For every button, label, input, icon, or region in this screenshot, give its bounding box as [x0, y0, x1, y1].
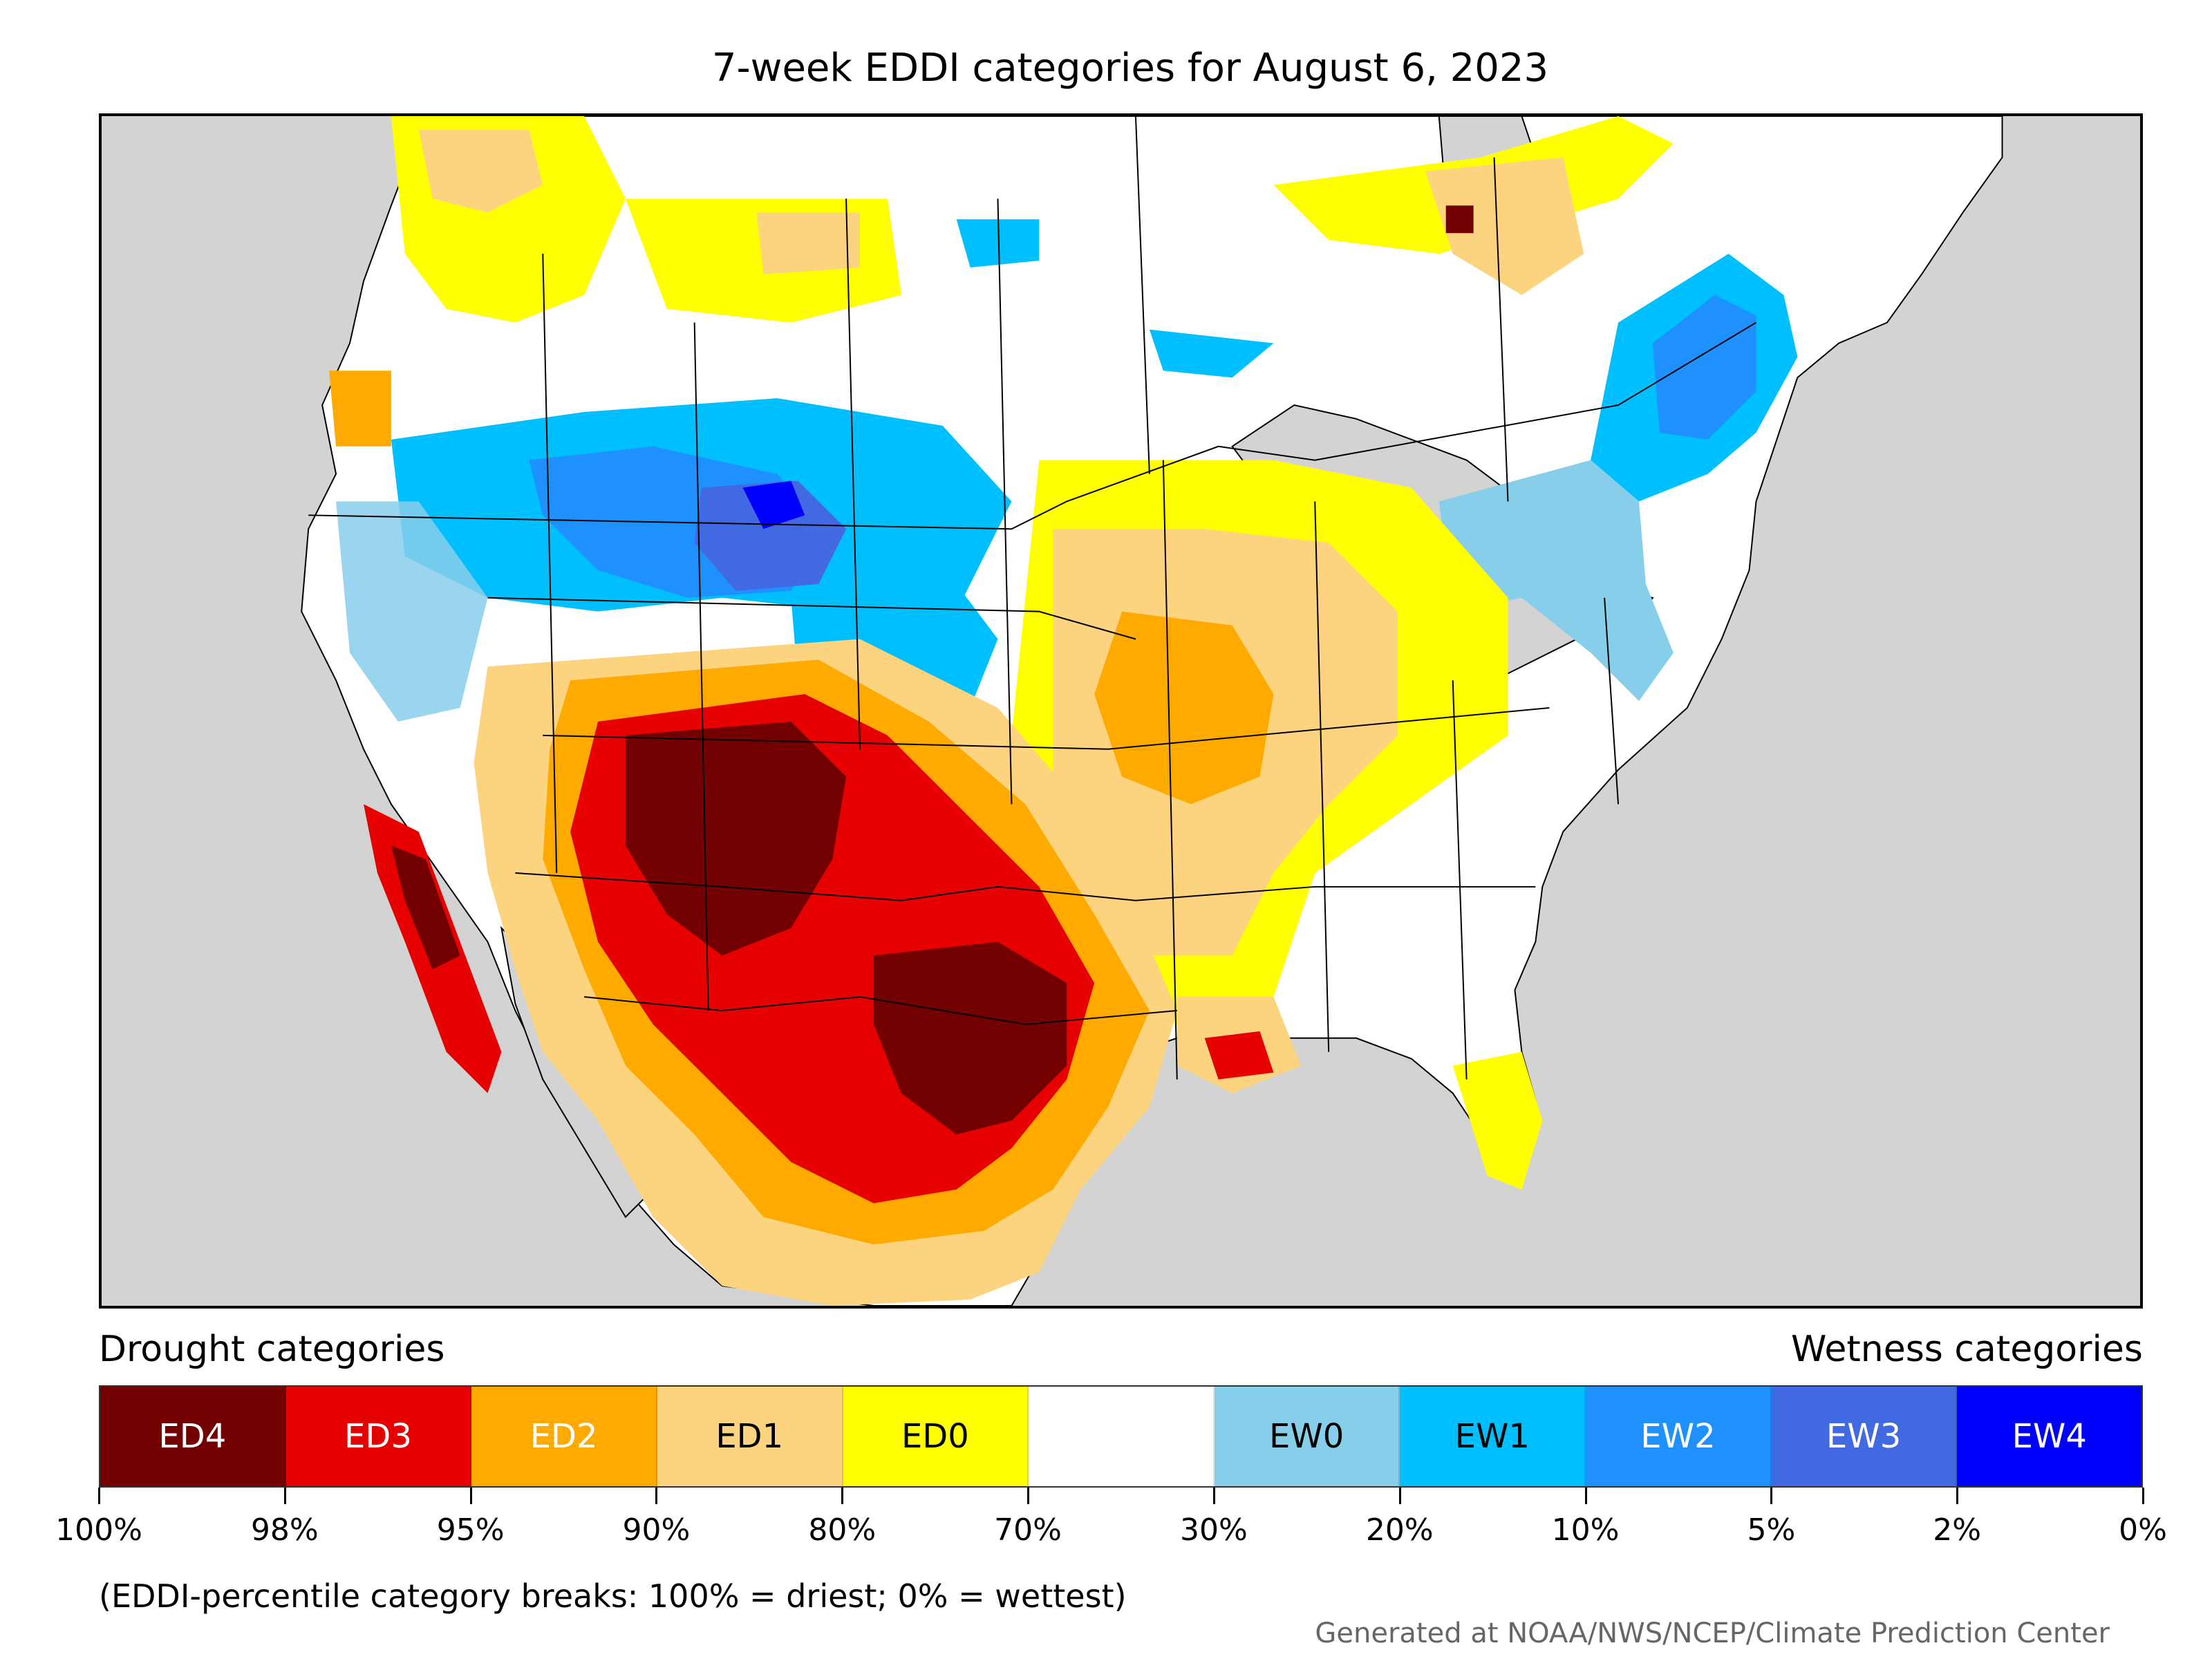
region-ed2-oregon [329, 371, 391, 447]
region-ed4-baja [391, 845, 460, 970]
region-ed1-prairies [756, 212, 861, 274]
colorbar-cell-ed2: ED2 [471, 1387, 657, 1486]
colorbar-cell-ew0: EW0 [1214, 1387, 1400, 1486]
colorbar-legend: ED4 ED3 ED2 ED1 ED0 EW0 EW1 EW2 EW3 EW4 [99, 1385, 2143, 1488]
colorbar-tick [283, 1488, 286, 1504]
colorbar-tick-label: 98% [250, 1512, 319, 1548]
colorbar-cell-ew2: EW2 [1586, 1387, 1772, 1486]
region-ed2-midwest [1094, 611, 1274, 805]
chart-title: 7-week EDDI categories for August 6, 202… [711, 46, 1549, 91]
region-ed4-texas [873, 941, 1067, 1135]
colorbar-ticks [98, 1488, 2144, 1504]
colorbar-tick [1398, 1488, 1401, 1504]
colorbar-cell-ed0: ED0 [843, 1387, 1029, 1486]
eddi-map [99, 113, 2143, 1309]
colorbar-tick-label: 90% [622, 1512, 691, 1548]
region-ew3-wyoming [694, 480, 847, 591]
colorbar-cell-ew4: EW4 [1957, 1387, 2142, 1486]
colorbar-tick-label: 5% [1747, 1512, 1796, 1548]
region-ed1-canada-west [418, 129, 543, 213]
colorbar-tick-label: 2% [1933, 1512, 1982, 1548]
colorbar-tick [1027, 1488, 1030, 1504]
colorbar-tick-label: 80% [808, 1512, 877, 1548]
region-ew0-northwest [336, 501, 488, 722]
colorbar-tick [841, 1488, 844, 1504]
colorbar-cell-ed1: ED1 [657, 1387, 843, 1486]
region-ew2-northeast [1652, 294, 1756, 440]
region-ed4-southwest [625, 721, 847, 956]
region-ed1-ontario [1425, 157, 1584, 295]
colorbar-cell-ed4: ED4 [100, 1387, 286, 1486]
drought-categories-label: Drought categories [99, 1329, 445, 1370]
colorbar-tick-label: 95% [436, 1512, 505, 1548]
wetness-categories-label: Wetness categories [1791, 1329, 2143, 1370]
colorbar-cell-normal [1029, 1387, 1215, 1486]
colorbar-tick [98, 1488, 100, 1504]
region-ew1-dakota-canada [1149, 329, 1274, 378]
colorbar-tick [1584, 1488, 1587, 1504]
region-ew1-sask [956, 219, 1040, 268]
colorbar-tick-label: 20% [1365, 1512, 1434, 1548]
colorbar-tick [655, 1488, 658, 1504]
colorbar-tick [2142, 1488, 2144, 1504]
region-ew0-northeast [1438, 460, 1674, 702]
colorbar-tick-label: 100% [55, 1512, 142, 1548]
region-ed0-florida [1452, 1051, 1543, 1190]
category-breaks-footnote: (EDDI-percentile category breaks: 100% =… [99, 1577, 1127, 1615]
colorbar-tick [1770, 1488, 1773, 1504]
colorbar-cell-ew3: EW3 [1771, 1387, 1958, 1486]
region-ed3-louisiana [1204, 1031, 1274, 1080]
colorbar-tick [469, 1488, 472, 1504]
colorbar-cell-ed3: ED3 [285, 1387, 472, 1486]
colorbar-tick-label: 70% [994, 1512, 1062, 1548]
colorbar-tick-labels: 100% 98% 95% 90% 80% 70% 30% 20% 10% 5% 2% 0% [55, 1512, 2167, 1554]
region-ew4-wyoming [742, 480, 805, 529]
colorbar-tick-label: 30% [1180, 1512, 1248, 1548]
colorbar-tick-label: 10% [1551, 1512, 1620, 1548]
colorbar-tick-label: 0% [2119, 1512, 2167, 1548]
credit-line: Generated at NOAA/NWS/NCEP/Climate Predi… [1315, 1618, 2110, 1649]
colorbar-tick [1212, 1488, 1215, 1504]
region-ed4-ontario [1445, 205, 1474, 234]
colorbar-tick [1956, 1488, 1959, 1504]
political-boundaries [308, 116, 1757, 1080]
map-canvas [301, 116, 2003, 1306]
colorbar-cell-ew1: EW1 [1400, 1387, 1586, 1486]
